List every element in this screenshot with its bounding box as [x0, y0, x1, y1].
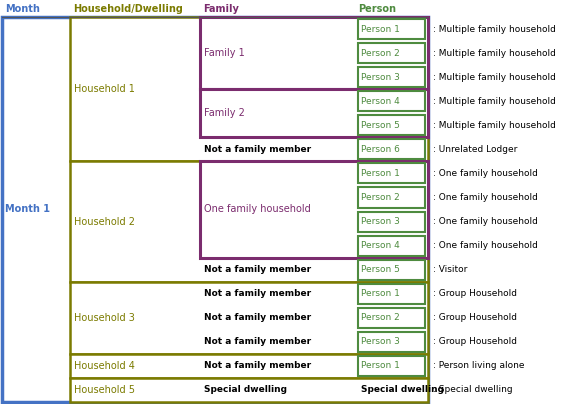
- Bar: [70, 17, 428, 161]
- Bar: [358, 284, 425, 304]
- Text: One family household: One family household: [204, 204, 311, 215]
- Bar: [200, 17, 428, 89]
- Text: : Group Household: : Group Household: [433, 313, 517, 322]
- Text: Not a family member: Not a family member: [204, 145, 311, 154]
- Text: Not a family member: Not a family member: [204, 265, 311, 274]
- Text: : Multiple family household: : Multiple family household: [433, 73, 556, 82]
- Text: Person: Person: [358, 4, 396, 13]
- Text: Special dwelling: Special dwelling: [361, 385, 444, 394]
- Bar: [358, 43, 425, 63]
- Text: Not a family member: Not a family member: [204, 362, 311, 370]
- Text: Person 3: Person 3: [361, 337, 400, 346]
- Text: Household 2: Household 2: [74, 217, 135, 227]
- Text: Person 5: Person 5: [361, 121, 400, 130]
- Bar: [70, 161, 428, 282]
- Bar: [358, 332, 425, 352]
- Text: Person 2: Person 2: [361, 193, 400, 202]
- Text: Not a family member: Not a family member: [204, 289, 311, 298]
- Bar: [358, 356, 425, 376]
- Text: Month: Month: [5, 4, 40, 13]
- Text: Person 4: Person 4: [361, 97, 400, 106]
- Bar: [358, 212, 425, 231]
- Text: : Group Household: : Group Household: [433, 289, 517, 298]
- Bar: [70, 282, 428, 354]
- Text: Family 2: Family 2: [204, 108, 245, 118]
- Text: Person 6: Person 6: [361, 145, 400, 154]
- Bar: [200, 89, 428, 137]
- Text: Person 3: Person 3: [361, 73, 400, 82]
- Bar: [358, 187, 425, 208]
- Text: Person 1: Person 1: [361, 169, 400, 178]
- Text: Person 1: Person 1: [361, 25, 400, 34]
- Text: Person 1: Person 1: [361, 362, 400, 370]
- Text: : Special dwelling: : Special dwelling: [433, 385, 513, 394]
- Text: : Multiple family household: : Multiple family household: [433, 97, 556, 106]
- Bar: [2, 17, 428, 402]
- Text: Person 3: Person 3: [361, 217, 400, 226]
- Bar: [358, 163, 425, 183]
- Text: : Person living alone: : Person living alone: [433, 362, 525, 370]
- Text: Not a family member: Not a family member: [204, 313, 311, 322]
- Text: Household 4: Household 4: [74, 361, 135, 371]
- Text: : Group Household: : Group Household: [433, 337, 517, 346]
- Text: : One family household: : One family household: [433, 241, 538, 250]
- Bar: [358, 139, 425, 159]
- Text: Household 3: Household 3: [74, 313, 135, 323]
- Text: Person 2: Person 2: [361, 48, 400, 58]
- Text: Family: Family: [203, 4, 239, 13]
- Text: Not a family member: Not a family member: [204, 337, 311, 346]
- Bar: [358, 91, 425, 111]
- Bar: [70, 354, 428, 378]
- Text: Household/Dwelling: Household/Dwelling: [73, 4, 183, 13]
- Text: Person 5: Person 5: [361, 265, 400, 274]
- Text: Household 5: Household 5: [74, 385, 135, 395]
- Text: : One family household: : One family household: [433, 193, 538, 202]
- Bar: [358, 236, 425, 256]
- Text: : Visitor: : Visitor: [433, 265, 467, 274]
- Text: Person 4: Person 4: [361, 241, 400, 250]
- Bar: [358, 19, 425, 39]
- Text: : One family household: : One family household: [433, 169, 538, 178]
- Text: : One family household: : One family household: [433, 217, 538, 226]
- Bar: [358, 308, 425, 328]
- Text: Special dwelling: Special dwelling: [204, 385, 287, 394]
- Text: Month 1: Month 1: [5, 204, 50, 215]
- Text: Person 2: Person 2: [361, 313, 400, 322]
- Text: : Multiple family household: : Multiple family household: [433, 48, 556, 58]
- Text: Person 1: Person 1: [361, 289, 400, 298]
- Bar: [70, 378, 428, 402]
- Bar: [358, 260, 425, 280]
- Bar: [200, 161, 428, 258]
- Text: : Multiple family household: : Multiple family household: [433, 121, 556, 130]
- Bar: [358, 115, 425, 135]
- Bar: [358, 67, 425, 87]
- Text: Household 1: Household 1: [74, 84, 135, 94]
- Text: : Unrelated Lodger: : Unrelated Lodger: [433, 145, 518, 154]
- Text: Family 1: Family 1: [204, 48, 245, 58]
- Text: : Multiple family household: : Multiple family household: [433, 25, 556, 34]
